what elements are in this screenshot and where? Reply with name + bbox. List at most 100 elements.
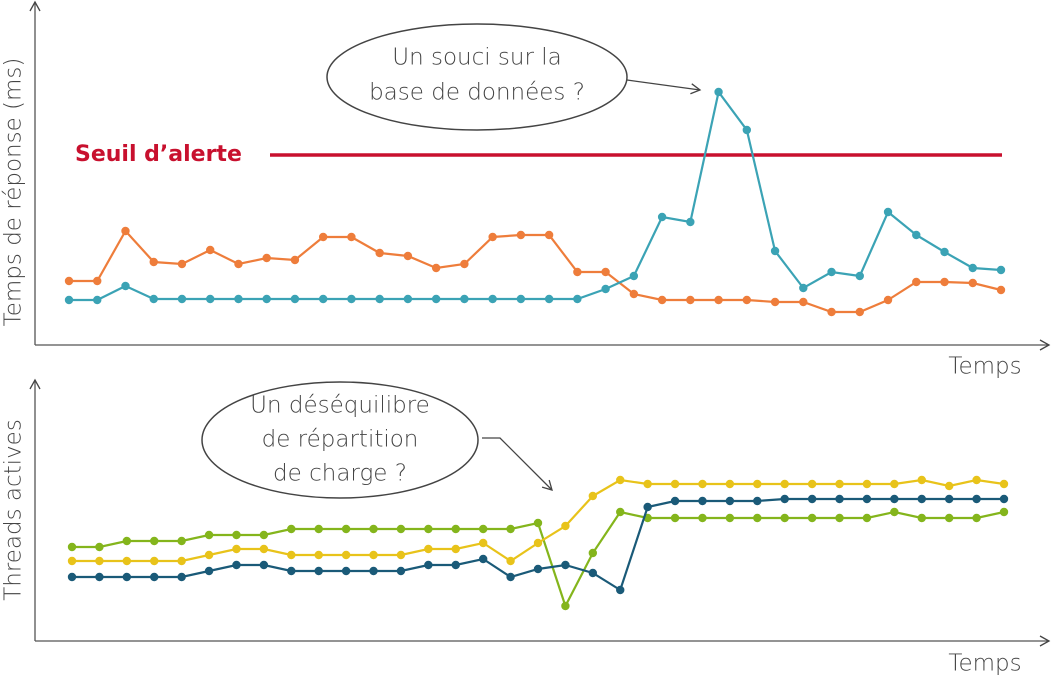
data-point (890, 507, 899, 517)
data-point (206, 294, 215, 304)
data-point (686, 217, 695, 227)
data-point (403, 294, 413, 304)
data-point (917, 494, 926, 504)
data-point (725, 496, 735, 506)
data-point (177, 259, 187, 269)
data-point (341, 524, 351, 534)
data-point (121, 281, 130, 291)
annotation: de charge ? (273, 461, 407, 487)
data-point (95, 556, 104, 566)
data-point (121, 226, 130, 236)
data-point (488, 294, 497, 304)
data-point (561, 560, 570, 570)
data-point (369, 524, 378, 534)
callout-arrow (482, 437, 553, 491)
annotation: Un souci sur la (392, 45, 562, 71)
data-point (516, 294, 526, 304)
data-point (177, 536, 186, 546)
data-point (912, 277, 921, 287)
data-point (999, 494, 1009, 504)
data-point (686, 295, 695, 305)
data-point (403, 251, 413, 261)
data-point (629, 271, 639, 281)
data-point (544, 294, 554, 304)
data-point (533, 538, 543, 548)
data-point (290, 255, 300, 265)
data-point (855, 271, 864, 281)
data-point (770, 297, 780, 307)
x-axis-label: Temps (948, 651, 1021, 677)
data-point (544, 230, 554, 240)
data-point (807, 494, 817, 504)
data-point (451, 524, 460, 534)
y-axis-label: Threads actives (1, 419, 27, 601)
data-point (862, 479, 872, 489)
data-point (670, 479, 680, 489)
data-point (341, 550, 351, 560)
data-point (698, 513, 707, 523)
data-point (883, 207, 893, 217)
annotation: de répartition (262, 427, 419, 453)
data-point (742, 295, 752, 305)
data-point (460, 294, 469, 304)
data-point (262, 253, 271, 263)
series-line (69, 89, 1002, 302)
data-point (807, 479, 817, 489)
data-point (478, 524, 488, 534)
callout-bubble (201, 381, 479, 499)
data-point (616, 507, 625, 517)
data-point (149, 294, 158, 304)
data-point (714, 87, 723, 97)
data-point (177, 556, 186, 566)
callout-arrow (626, 79, 702, 95)
data-point (670, 513, 680, 523)
data-point (232, 544, 241, 554)
data-point (561, 601, 570, 611)
data-point (150, 556, 159, 566)
data-point (588, 491, 598, 501)
data-point (616, 475, 625, 485)
data-point (968, 263, 977, 273)
data-point (944, 513, 954, 523)
data-point (95, 572, 104, 582)
data-point (827, 307, 836, 317)
data-point (670, 496, 680, 506)
data-point (601, 284, 610, 294)
data-point (506, 524, 515, 534)
data-point (827, 267, 836, 277)
data-point (996, 285, 1006, 295)
data-point (375, 294, 384, 304)
data-point (972, 513, 981, 523)
data-point (67, 542, 77, 552)
data-point (204, 566, 214, 576)
data-point (657, 295, 667, 305)
data-point (917, 475, 926, 485)
data-point (944, 494, 954, 504)
data-point (742, 125, 752, 135)
data-point (314, 566, 323, 576)
data-point (318, 294, 328, 304)
data-point (234, 259, 243, 269)
data-point (424, 524, 433, 534)
data-point (318, 232, 328, 242)
data-point (375, 248, 384, 258)
data-point (883, 295, 893, 305)
data-point (259, 544, 269, 554)
data-point (478, 538, 488, 548)
data-point (780, 494, 789, 504)
data-point (431, 263, 441, 273)
data-point (944, 481, 954, 491)
data-point (862, 513, 872, 523)
data-point (999, 479, 1009, 489)
data-point (917, 513, 926, 523)
data-point (93, 276, 102, 286)
data-point (234, 294, 243, 304)
data-point (122, 572, 132, 582)
data-point (940, 277, 949, 287)
data-point (262, 294, 271, 304)
threshold-label: Seuil d’alerte (75, 142, 242, 167)
data-point (968, 278, 977, 288)
data-point (177, 572, 186, 582)
data-point (232, 530, 241, 540)
